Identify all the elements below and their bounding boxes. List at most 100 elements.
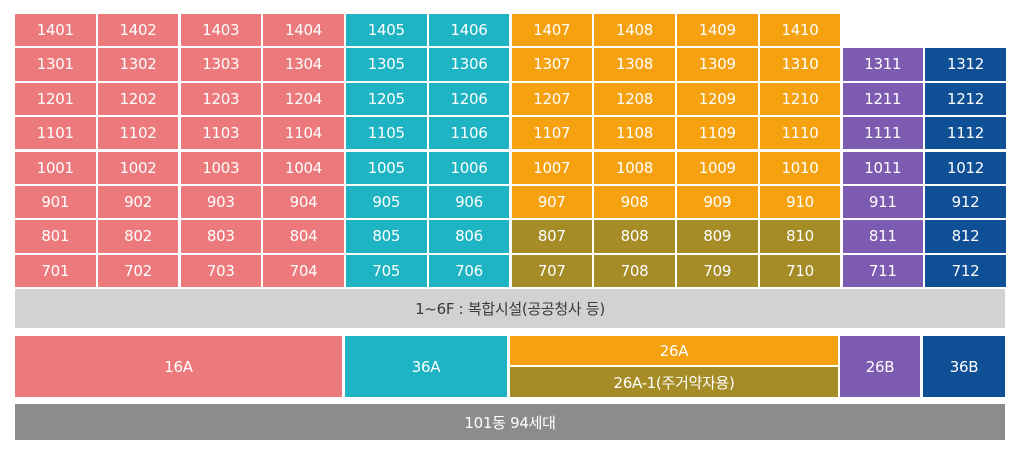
unit-cell: 1204 <box>263 82 344 115</box>
legend-26B: 26B <box>840 336 920 397</box>
unit-cell: 1006 <box>428 151 510 184</box>
unit-cell: 708 <box>594 254 675 287</box>
unit-cell: 1012 <box>925 151 1006 184</box>
unit-cell: 710 <box>759 254 841 287</box>
unit-cell: 705 <box>346 254 427 287</box>
unit-cell: 1310 <box>759 48 841 81</box>
unit-cell: 904 <box>263 186 344 219</box>
unit-cell: 1107 <box>511 117 592 150</box>
unit-cell: 903 <box>180 186 261 219</box>
unit-cell: 1410 <box>759 14 841 47</box>
unit-cell: 1309 <box>677 48 758 81</box>
unit-cell: 1207 <box>511 82 592 115</box>
unit-cell: 706 <box>428 254 510 287</box>
legend-16A: 16A <box>15 336 342 397</box>
unit-cell: 803 <box>180 220 261 253</box>
unit-cell: 1301 <box>15 48 96 81</box>
unit-cell: 1406 <box>428 14 510 47</box>
unit-cell: 808 <box>594 220 675 253</box>
unit-cell: 905 <box>346 186 427 219</box>
unit-cell: 909 <box>677 186 758 219</box>
unit-cell: 1405 <box>346 14 427 47</box>
unit-cell: 908 <box>594 186 675 219</box>
unit-cell: 806 <box>428 220 510 253</box>
total-households-bar: 101동 94세대 <box>15 404 1005 440</box>
unit-cell: 1210 <box>759 82 841 115</box>
unit-cell: 906 <box>428 186 510 219</box>
unit-cell: 1212 <box>925 82 1006 115</box>
unit-cell: 1307 <box>511 48 592 81</box>
unit-cell: 811 <box>842 220 923 253</box>
unit-cell: 1103 <box>180 117 261 150</box>
unit-cell: 1011 <box>842 151 923 184</box>
unit-cell: 1108 <box>594 117 675 150</box>
unit-cell: 1110 <box>759 117 841 150</box>
unit-cell: 801 <box>15 220 96 253</box>
unit-cell: 1206 <box>428 82 510 115</box>
unit-cell: 1303 <box>180 48 261 81</box>
unit-cell: 1202 <box>97 82 179 115</box>
unit-cell: 1002 <box>97 151 179 184</box>
unit-cell: 1009 <box>677 151 758 184</box>
unit-cell: 1306 <box>428 48 510 81</box>
unit-cell: 802 <box>97 220 179 253</box>
unit-cell: 1001 <box>15 151 96 184</box>
unit-cell: 1311 <box>842 48 923 81</box>
unit-cell: 1203 <box>180 82 261 115</box>
unit-cell: 703 <box>180 254 261 287</box>
unit-cell: 804 <box>263 220 344 253</box>
unit-cell: 1211 <box>842 82 923 115</box>
legend-26A: 26A <box>510 336 838 365</box>
unit-cell: 1305 <box>346 48 427 81</box>
unit-cell: 805 <box>346 220 427 253</box>
unit-cell: 1304 <box>263 48 344 81</box>
legend-26A-1: 26A-1(주거약자용) <box>510 367 838 397</box>
unit-cell: 1101 <box>15 117 96 150</box>
unit-cell: 1402 <box>97 14 179 47</box>
unit-cell: 807 <box>511 220 592 253</box>
unit-cell: 1112 <box>925 117 1006 150</box>
unit-cell: 1008 <box>594 151 675 184</box>
unit-cell: 701 <box>15 254 96 287</box>
legend-36B: 36B <box>923 336 1005 397</box>
unit-cell: 911 <box>842 186 923 219</box>
unit-cell: 1102 <box>97 117 179 150</box>
unit-cell: 1401 <box>15 14 96 47</box>
unit-cell: 1004 <box>263 151 344 184</box>
unit-cell: 1409 <box>677 14 758 47</box>
unit-cell: 810 <box>759 220 841 253</box>
legend-36A: 36A <box>345 336 507 397</box>
unit-cell: 1404 <box>263 14 344 47</box>
facility-bar: 1~6F : 복합시설(공공청사 등) <box>15 289 1005 328</box>
unit-cell: 1005 <box>346 151 427 184</box>
unit-cell: 907 <box>511 186 592 219</box>
unit-cell: 1106 <box>428 117 510 150</box>
unit-cell: 711 <box>842 254 923 287</box>
unit-cell: 1109 <box>677 117 758 150</box>
unit-cell: 1403 <box>180 14 261 47</box>
unit-cell: 704 <box>263 254 344 287</box>
unit-cell: 702 <box>97 254 179 287</box>
unit-cell: 1302 <box>97 48 179 81</box>
unit-cell: 1408 <box>594 14 675 47</box>
unit-cell: 1003 <box>180 151 261 184</box>
unit-cell: 901 <box>15 186 96 219</box>
unit-cell: 1104 <box>263 117 344 150</box>
unit-cell: 1010 <box>759 151 841 184</box>
unit-cell: 707 <box>511 254 592 287</box>
unit-cell: 1201 <box>15 82 96 115</box>
unit-cell: 809 <box>677 220 758 253</box>
unit-cell: 1209 <box>677 82 758 115</box>
unit-cell: 709 <box>677 254 758 287</box>
unit-cell: 712 <box>925 254 1006 287</box>
unit-cell: 1208 <box>594 82 675 115</box>
unit-cell: 812 <box>925 220 1006 253</box>
unit-cell: 1308 <box>594 48 675 81</box>
unit-cell: 1111 <box>842 117 923 150</box>
unit-cell: 1407 <box>511 14 592 47</box>
unit-cell: 912 <box>925 186 1006 219</box>
unit-cell: 1205 <box>346 82 427 115</box>
unit-cell: 1105 <box>346 117 427 150</box>
unit-cell: 910 <box>759 186 841 219</box>
